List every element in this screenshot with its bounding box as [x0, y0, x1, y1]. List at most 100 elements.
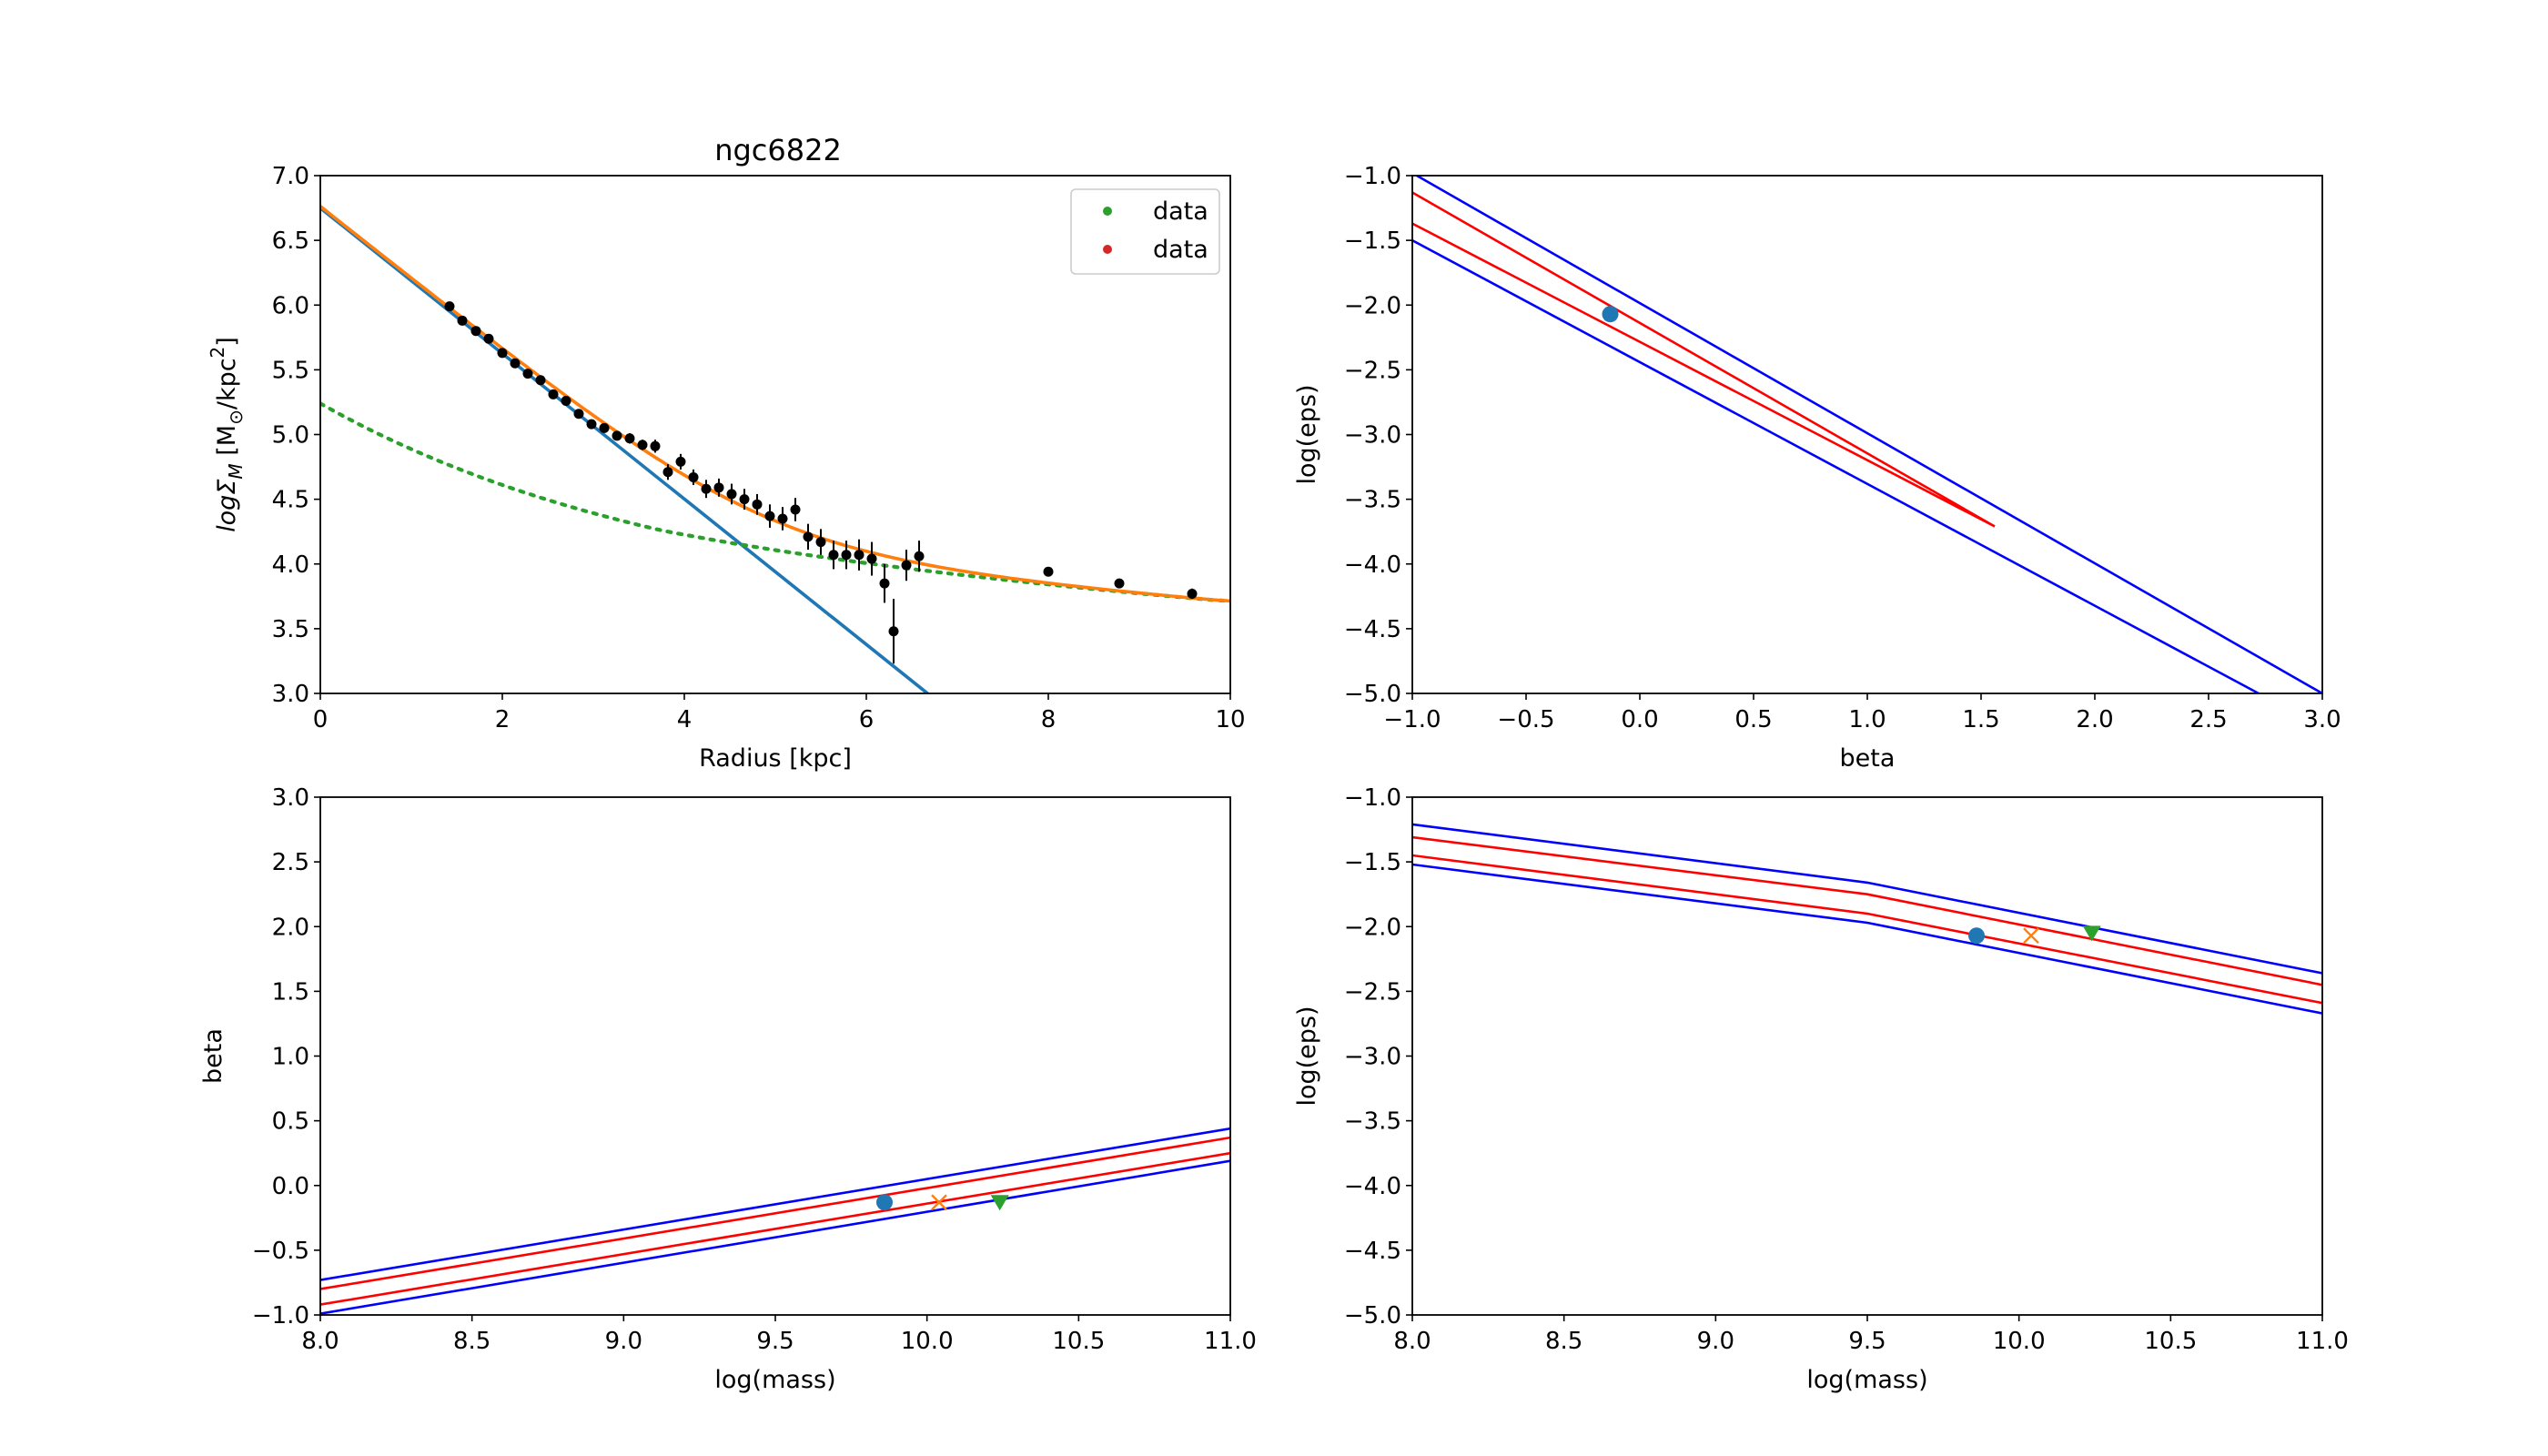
data-point: [879, 578, 890, 589]
y-tick-label: 4.0: [272, 551, 309, 579]
data-point: [790, 504, 801, 515]
y-tick-label: −4.0: [1344, 1173, 1401, 1200]
best-fit-circle-marker: [1602, 306, 1619, 323]
y-tick-label: −1.5: [1344, 849, 1401, 876]
y-tick-label: −4.0: [1344, 551, 1401, 579]
data-point: [497, 348, 508, 359]
x-axis-label: Radius [kpc]: [699, 744, 852, 773]
data-point: [561, 396, 571, 407]
data-point: [828, 550, 839, 561]
y-tick-label: 6.0: [272, 292, 309, 319]
plot-area: [320, 1127, 1230, 1315]
x-tick-label: 2.5: [2189, 706, 2227, 733]
chart-title: ngc6822: [714, 133, 842, 167]
x-tick-label: 2: [495, 706, 511, 733]
x-tick-label: 8.0: [301, 1328, 339, 1355]
data-point: [841, 550, 852, 561]
legend-label: data: [1153, 197, 1208, 226]
triangle-down-marker: [990, 1195, 1009, 1211]
legend-marker: [1103, 207, 1112, 216]
data-point: [815, 537, 826, 548]
confidence-line-red: [320, 1136, 1230, 1290]
x-tick-label: 11.0: [1204, 1328, 1257, 1355]
axes-frame: [319, 175, 1231, 694]
data-point: [688, 471, 699, 482]
y-tick-label: −3.0: [1344, 1044, 1401, 1071]
data-point: [624, 433, 635, 444]
y-tick-label: −1.0: [252, 1302, 309, 1330]
y-axis-label: log(eps): [1293, 384, 1321, 484]
data-point: [612, 430, 622, 441]
data-point: [866, 553, 877, 564]
y-tick-label: −3.0: [1344, 422, 1401, 450]
confidence-line-red: [320, 1151, 1230, 1306]
best-fit-circle-marker: [1968, 927, 1985, 945]
x-marker: [2023, 927, 2039, 945]
data-point: [522, 369, 533, 379]
data-point: [739, 494, 750, 505]
y-axis-label: beta: [199, 1028, 228, 1084]
data-point: [637, 440, 648, 450]
y-tick-label: 1.0: [272, 1044, 309, 1071]
y-tick-label: 3.5: [272, 616, 309, 643]
y-tick-label: 6.5: [272, 228, 309, 255]
total-fit-line: [320, 205, 1230, 603]
data-point: [701, 483, 712, 494]
plot-area: [1412, 823, 2322, 1015]
plot-area: [320, 205, 1230, 693]
y-tick-label: −3.5: [1344, 1108, 1401, 1136]
axes-frame: [1411, 796, 2323, 1316]
y-tick-label: −1.0: [1344, 784, 1401, 812]
y-tick-label: −5.0: [1344, 681, 1401, 708]
y-axis-label: log(eps): [1293, 1006, 1321, 1106]
x-tick-label: 0.5: [1734, 706, 1772, 733]
x-axis-label: log(mass): [714, 1366, 835, 1394]
x-tick-label: 2.0: [2076, 706, 2113, 733]
legend-label: data: [1153, 236, 1208, 264]
data-point: [1114, 578, 1125, 589]
y-tick-label: −2.5: [1344, 978, 1401, 1006]
confidence-line-blue: [320, 1159, 1230, 1315]
x-tick-label: 10.5: [1052, 1328, 1105, 1355]
x-tick-label: 10.5: [2144, 1328, 2197, 1355]
axes-frame: [319, 796, 1231, 1316]
x-tick-label: −1.0: [1383, 706, 1441, 733]
data-point: [457, 315, 468, 326]
x-tick-label: 1.0: [1848, 706, 1886, 733]
data-point: [662, 467, 673, 478]
confidence-line-red: [1412, 854, 2322, 1005]
plot-area: [1412, 176, 2322, 693]
data-point: [548, 389, 559, 399]
confidence-line-red: [1412, 835, 2322, 986]
exponential-fit-line: [320, 207, 931, 693]
legend: data data: [1070, 188, 1220, 275]
y-tick-label: 0.0: [272, 1173, 309, 1200]
y-tick-label: 2.5: [272, 849, 309, 876]
confidence-line-blue: [1412, 823, 2322, 975]
data-point: [483, 333, 494, 344]
x-axis-label: log(mass): [1806, 1366, 1927, 1394]
y-tick-label: −3.5: [1344, 487, 1401, 514]
confidence-line-blue: [1412, 238, 2260, 693]
x-tick-label: 3.0: [2303, 706, 2341, 733]
best-fit-circle-marker: [876, 1194, 893, 1211]
y-tick-label: −2.0: [1344, 914, 1401, 941]
y-tick-label: −5.0: [1344, 1302, 1401, 1330]
data-point: [777, 513, 788, 524]
y-tick-label: −0.5: [252, 1238, 309, 1265]
y-tick-label: −4.5: [1344, 1238, 1401, 1265]
x-tick-label: 8.5: [1545, 1328, 1582, 1355]
y-axis-label: logΣM [M⊙/kpc2]: [207, 337, 247, 532]
x-marker: [931, 1194, 947, 1211]
x-tick-label: 9.0: [1697, 1328, 1734, 1355]
y-tick-label: 2.0: [272, 914, 309, 941]
x-tick-label: 10: [1215, 706, 1245, 733]
x-tick-label: 1.5: [1962, 706, 1999, 733]
data-point: [914, 551, 925, 561]
x-tick-label: 10.0: [1993, 1328, 2046, 1355]
data-point: [888, 626, 899, 637]
x-tick-label: 4: [677, 706, 693, 733]
data-point: [803, 531, 814, 542]
confidence-line-blue: [320, 1127, 1230, 1281]
